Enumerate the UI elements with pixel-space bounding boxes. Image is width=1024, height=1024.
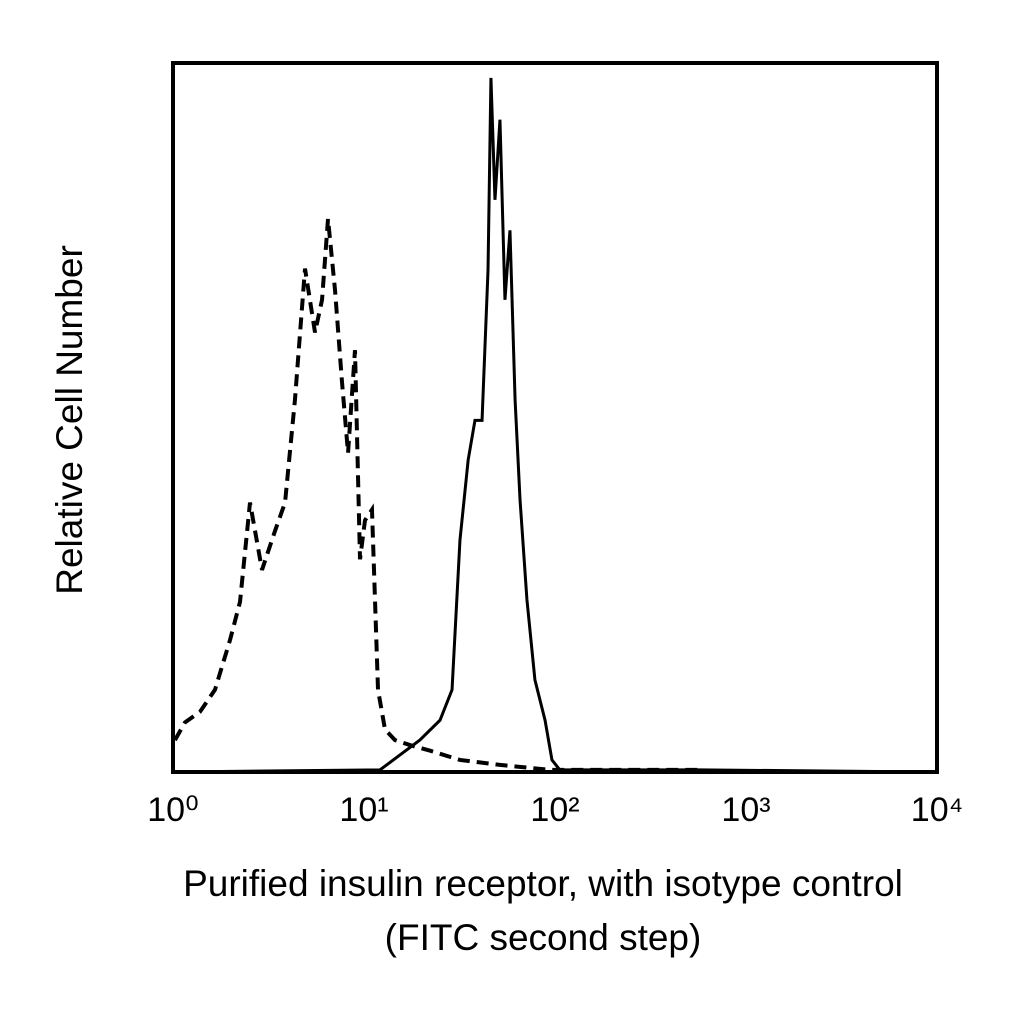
histogram-line <box>174 77 936 774</box>
x-tick-label: 10⁴ <box>911 791 963 829</box>
y-axis-label: Relative Cell Number <box>49 245 90 595</box>
x-axis-label: (FITC second step) <box>385 917 702 958</box>
plot-frame <box>171 61 939 774</box>
x-tick-label: 10² <box>530 791 579 829</box>
x-tick-label: 10⁰ <box>147 791 198 829</box>
x-axis-label: Purified insulin receptor, with isotype … <box>183 863 903 904</box>
histogram-line <box>173 218 700 772</box>
x-tick-label: 10¹ <box>339 791 388 829</box>
x-tick-label: 10³ <box>721 791 770 829</box>
